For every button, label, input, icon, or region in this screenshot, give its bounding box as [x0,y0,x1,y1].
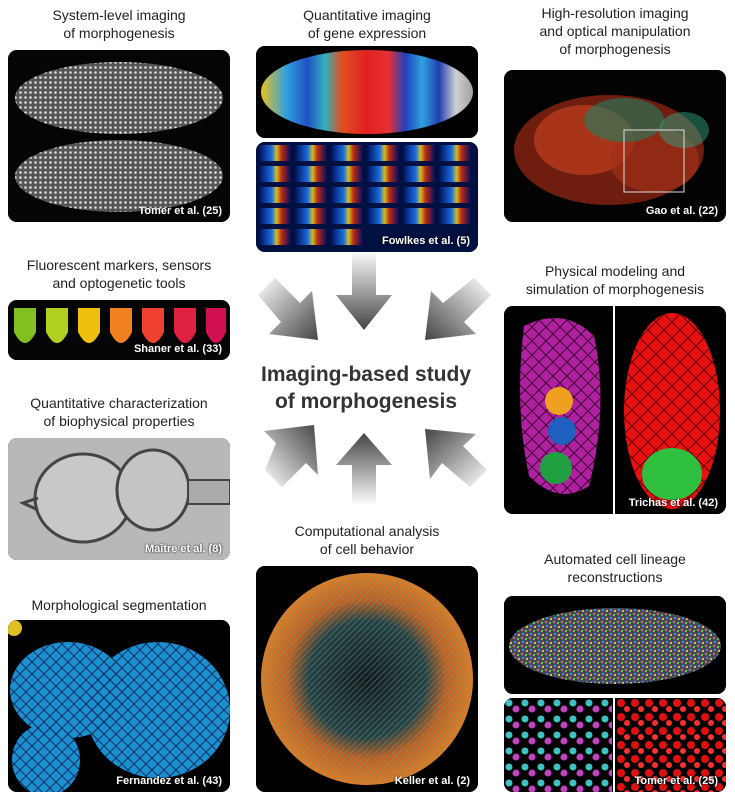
gene-expression-grid-image: Fowlkes et al. (5) [256,142,478,252]
high-resolution-citation: Gao et al. (22) [645,205,718,217]
high-resolution-image: Gao et al. (22) [504,70,726,222]
lineage-caption: Automated cell lineage reconstructions [544,551,686,585]
arrow-top-right [425,278,491,340]
arrow-bottom-center [336,433,392,505]
biophysical-citation: Maître et al. (8) [144,543,222,555]
system-level-citation: Tomer et al. (25) [138,205,222,217]
physical-modeling-citation: Trichas et al. (42) [628,497,718,509]
system-level-image: Tomer et al. (25) [8,50,230,222]
arrow-top-left [258,278,318,340]
arrow-top-center [336,250,392,330]
gene-expression-embryo-image [256,46,478,138]
arrow-bottom-left [264,425,318,487]
gene-expression-citation: Fowlkes et al. (5) [381,235,470,247]
lineage-nuclei-image: Tomer et al. (25) [504,698,726,792]
computational-image: Keller et al. (2) [256,566,478,792]
computational-citation: Keller et al. (2) [394,775,470,787]
biophysical-image: Maître et al. (8) [8,438,230,560]
fluorescent-citation: Shaner et al. (33) [133,343,222,355]
high-resolution-caption: High-resolution imaging and optical mani… [539,5,691,57]
fluorescent-tubes-image: Shaner et al. (33) [8,300,230,360]
segmentation-image: Fernandez et al. (43) [8,620,230,792]
computational-caption: Computational analysis of cell behavior [294,523,440,557]
segmentation-citation: Fernandez et al. (43) [116,775,222,787]
arrow-bottom-right [425,429,487,487]
lineage-embryo-image [504,596,726,694]
physical-modeling-image: Trichas et al. (42) [504,306,726,514]
lineage-citation: Tomer et al. (25) [634,775,718,787]
system-level-caption: System-level imaging of morphogenesis [52,7,186,41]
gene-expression-caption: Quantitative imaging of gene expression [303,7,431,41]
biophysical-caption: Quantitative characterization of biophys… [30,395,208,429]
fluorescent-caption: Fluorescent markers, sensors and optogen… [26,257,212,291]
center-title-line1: Imaging-based study [260,363,472,386]
physical-modeling-caption: Physical modeling and simulation of morp… [525,263,705,297]
segmentation-caption: Morphological segmentation [31,597,207,613]
center-title-line2: of morphogenesis [274,390,458,413]
center-title: Imaging-based study of morphogenesis [250,361,482,415]
